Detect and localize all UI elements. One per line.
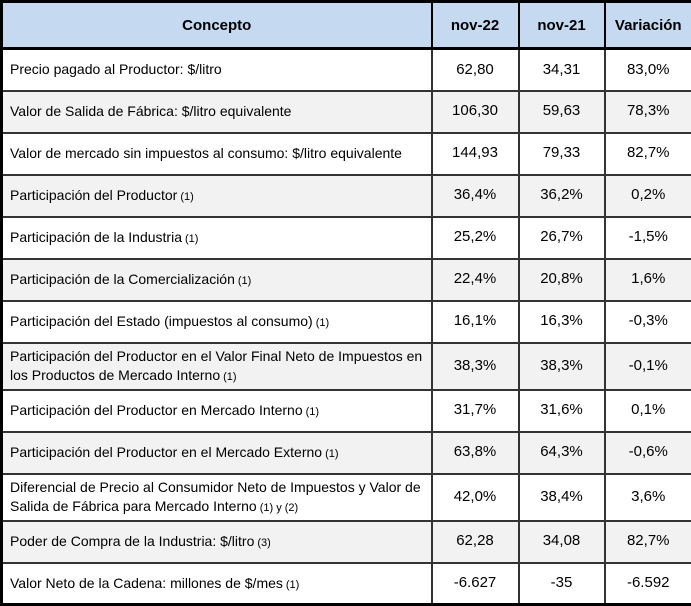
value-cell-variacion: -0,6% — [605, 432, 691, 474]
value-cell-nov22: 36,4% — [432, 175, 519, 217]
header-cell-concepto: Concepto — [2, 2, 432, 49]
value-cell-nov22: 144,93 — [432, 133, 519, 175]
concept-label: Valor Neto de la Cadena: millones de $/m… — [10, 575, 283, 591]
value-cell-nov22: -6.627 — [432, 563, 519, 605]
concept-cell: Participación de la Comercialización(1) — [2, 259, 432, 301]
concept-label: Participación de la Comercialización — [10, 271, 235, 287]
value-cell-nov21: 36,2% — [519, 175, 605, 217]
concept-label: Valor de Salida de Fábrica: $/litro equi… — [10, 103, 291, 119]
concept-cell: Participación del Productor en Mercado I… — [2, 390, 432, 432]
value-cell-nov21: 79,33 — [519, 133, 605, 175]
value-cell-variacion: 0,2% — [605, 175, 691, 217]
table-row: Participación de la Industria(1) 25,2% 2… — [2, 217, 691, 259]
concept-label: Participación del Productor en Mercado I… — [10, 402, 303, 418]
footnote-marker: (3) — [257, 537, 270, 549]
header-cell-variacion: Variación — [605, 2, 691, 49]
value-cell-variacion: 82,7% — [605, 133, 691, 175]
value-cell-variacion: 78,3% — [605, 91, 691, 133]
value-cell-nov21: 20,8% — [519, 259, 605, 301]
value-cell-variacion: -0,1% — [605, 343, 691, 390]
concept-cell: Valor de Salida de Fábrica: $/litro equi… — [2, 91, 432, 133]
value-cell-variacion: 0,1% — [605, 390, 691, 432]
value-cell-nov22: 42,0% — [432, 474, 519, 521]
header-cell-nov22: nov-22 — [432, 2, 519, 49]
value-cell-nov22: 31,7% — [432, 390, 519, 432]
value-cell-nov22: 22,4% — [432, 259, 519, 301]
table-row: Precio pagado al Productor: $/litro 62,8… — [2, 49, 691, 91]
concept-cell: Precio pagado al Productor: $/litro — [2, 49, 432, 91]
value-cell-variacion: 82,7% — [605, 521, 691, 563]
table-row: Valor de mercado sin impuestos al consum… — [2, 133, 691, 175]
footnote-marker: (1) y (2) — [260, 502, 299, 514]
value-cell-nov22: 62,80 — [432, 49, 519, 91]
concept-cell: Participación de la Industria(1) — [2, 217, 432, 259]
value-cell-nov21: -35 — [519, 563, 605, 605]
concept-cell: Participación del Productor en el Valor … — [2, 343, 432, 390]
value-cell-variacion: 3,6% — [605, 474, 691, 521]
value-cell-variacion: -0,3% — [605, 301, 691, 343]
concept-cell: Valor de mercado sin impuestos al consum… — [2, 133, 432, 175]
value-cell-nov22: 16,1% — [432, 301, 519, 343]
table-row: Diferencial de Precio al Consumidor Neto… — [2, 474, 691, 521]
footnote-marker: (1) — [185, 233, 198, 245]
value-cell-nov22: 62,28 — [432, 521, 519, 563]
concept-cell: Valor Neto de la Cadena: millones de $/m… — [2, 563, 432, 605]
concept-label: Poder de Compra de la Industria: $/litro — [10, 533, 254, 549]
table-row: Valor de Salida de Fábrica: $/litro equi… — [2, 91, 691, 133]
value-cell-nov21: 34,31 — [519, 49, 605, 91]
value-cell-nov21: 16,3% — [519, 301, 605, 343]
value-cell-nov22: 106,30 — [432, 91, 519, 133]
value-cell-variacion: -1,5% — [605, 217, 691, 259]
table-row: Participación del Estado (impuestos al c… — [2, 301, 691, 343]
concept-label: Participación del Productor en el Valor … — [10, 348, 422, 383]
value-cell-nov22: 63,8% — [432, 432, 519, 474]
concept-cell: Participación del Productor en el Mercad… — [2, 432, 432, 474]
value-cell-nov21: 38,3% — [519, 343, 605, 390]
value-cell-nov21: 59,63 — [519, 91, 605, 133]
header-cell-nov21: nov-21 — [519, 2, 605, 49]
value-cell-variacion: 83,0% — [605, 49, 691, 91]
footnote-marker: (1) — [325, 448, 338, 460]
concept-label: Participación del Estado (impuestos al c… — [10, 313, 313, 329]
concept-cell: Participación del Estado (impuestos al c… — [2, 301, 432, 343]
concept-label: Diferencial de Precio al Consumidor Neto… — [10, 479, 421, 514]
value-cell-nov22: 38,3% — [432, 343, 519, 390]
footnote-marker: (1) — [306, 406, 319, 418]
value-cell-nov21: 31,6% — [519, 390, 605, 432]
value-cell-nov21: 26,7% — [519, 217, 605, 259]
footnote-marker: (1) — [223, 371, 236, 383]
footnote-marker: (1) — [286, 579, 299, 591]
concept-cell: Diferencial de Precio al Consumidor Neto… — [2, 474, 432, 521]
value-cell-nov21: 64,3% — [519, 432, 605, 474]
value-cell-nov22: 25,2% — [432, 217, 519, 259]
footnote-marker: (1) — [238, 275, 251, 287]
concept-label: Precio pagado al Productor: $/litro — [10, 61, 222, 77]
concept-label: Participación del Productor — [10, 187, 177, 203]
table-row: Participación del Productor en el Valor … — [2, 343, 691, 390]
value-cell-nov21: 34,08 — [519, 521, 605, 563]
table-row: Valor Neto de la Cadena: millones de $/m… — [2, 563, 691, 605]
value-cell-variacion: 1,6% — [605, 259, 691, 301]
value-cell-variacion: -6.592 — [605, 563, 691, 605]
table-row: Poder de Compra de la Industria: $/litro… — [2, 521, 691, 563]
footnote-marker: (1) — [180, 191, 193, 203]
concept-cell: Poder de Compra de la Industria: $/litro… — [2, 521, 432, 563]
footnote-marker: (1) — [316, 317, 329, 329]
header-row: Concepto nov-22 nov-21 Variación — [2, 2, 691, 49]
value-cell-nov21: 38,4% — [519, 474, 605, 521]
concept-cell: Participación del Productor(1) — [2, 175, 432, 217]
table-row: Participación del Productor en Mercado I… — [2, 390, 691, 432]
table-row: Participación del Productor en el Mercad… — [2, 432, 691, 474]
concept-label: Participación de la Industria — [10, 229, 182, 245]
table-row: Participación del Productor(1) 36,4% 36,… — [2, 175, 691, 217]
concept-label: Participación del Productor en el Mercad… — [10, 444, 322, 460]
concept-label: Valor de mercado sin impuestos al consum… — [10, 145, 402, 161]
table-row: Participación de la Comercialización(1) … — [2, 259, 691, 301]
